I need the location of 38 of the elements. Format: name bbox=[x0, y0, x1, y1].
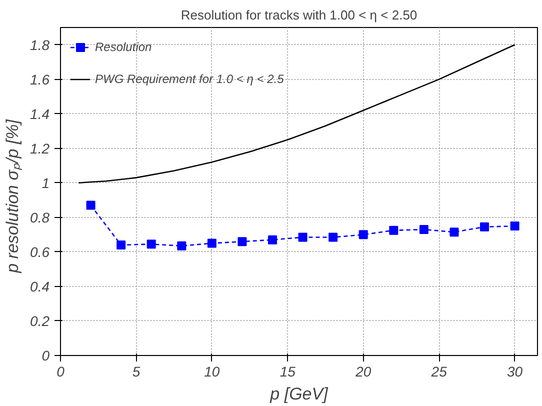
point bbox=[358, 230, 368, 240]
point bbox=[177, 241, 186, 250]
y-tick-label: 1.6 bbox=[30, 71, 50, 88]
line-series bbox=[78, 44, 516, 184]
x-axis-title: p [GeV] bbox=[269, 384, 330, 404]
point bbox=[328, 232, 338, 242]
point bbox=[389, 226, 398, 235]
legend-label: Resolution bbox=[95, 40, 152, 54]
point bbox=[116, 240, 126, 250]
chart-title: Resolution for tracks with 1.00 < η < 2.50 bbox=[180, 8, 418, 22]
point bbox=[298, 232, 308, 242]
y-tick-label: 0 bbox=[42, 348, 50, 364]
point bbox=[146, 240, 156, 249]
y-tick-label: 0.4 bbox=[30, 278, 50, 294]
y-axis-title: p resolution σₚ/p [%] bbox=[3, 118, 24, 274]
point bbox=[268, 235, 277, 244]
x-tick-label: 30 bbox=[507, 364, 523, 380]
x-tick-label: 20 bbox=[354, 364, 372, 380]
x-tick-label: 10 bbox=[204, 364, 220, 380]
point bbox=[207, 238, 216, 248]
y-tick-label: 0.8 bbox=[30, 209, 50, 226]
point bbox=[450, 228, 459, 237]
x-tick-label: 5 bbox=[132, 364, 140, 380]
y-tick-label: 1.8 bbox=[30, 36, 50, 53]
y-tick-label: 1 bbox=[42, 174, 50, 191]
y-tick-label: 1.4 bbox=[30, 106, 50, 122]
point bbox=[419, 224, 428, 234]
point bbox=[238, 237, 247, 246]
y-tick-label: 0.6 bbox=[30, 244, 50, 260]
point bbox=[510, 222, 520, 231]
y-tick-label: 0.2 bbox=[30, 312, 50, 329]
x-tick-label: 0 bbox=[56, 364, 65, 380]
y-tick-label: 1.2 bbox=[30, 140, 50, 156]
x-tick-label: 15 bbox=[280, 364, 296, 380]
point bbox=[480, 222, 489, 232]
x-tick-label: 25 bbox=[430, 364, 448, 380]
point bbox=[86, 200, 96, 210]
legend-label: PWG Requirement for 1.0 < η < 2.5 bbox=[95, 72, 284, 86]
